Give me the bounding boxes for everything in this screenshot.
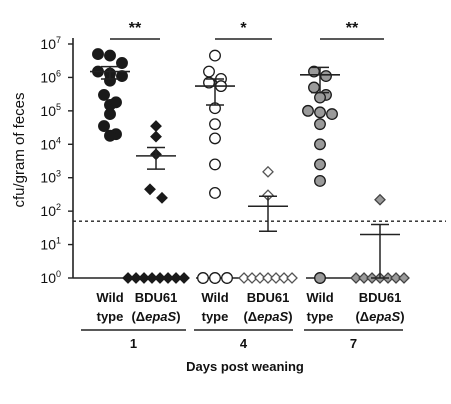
data-point-diamond: [278, 272, 290, 284]
data-point-diamond: [150, 130, 162, 143]
data-point-diamond: [170, 272, 182, 284]
data-point-circle: [314, 158, 326, 171]
data-point-diamond: [398, 272, 410, 284]
data-point-circle: [104, 49, 116, 62]
strain-label-line1: BDU61: [359, 290, 402, 305]
strain-label-line2: (ΔepaS): [243, 309, 292, 324]
data-point-circle: [326, 108, 338, 121]
y-tick-label: 104: [40, 135, 61, 152]
data-point-circle: [209, 118, 221, 131]
data-point-circle: [209, 272, 221, 284]
data-point-diamond: [156, 191, 168, 204]
strain-label-line2: (ΔepaS): [131, 309, 180, 324]
data-marks: ** * **: [90, 20, 410, 284]
data-point-circle: [308, 81, 320, 94]
data-point-diamond: [262, 272, 274, 284]
data-point-circle: [314, 106, 326, 119]
data-point-circle: [104, 129, 116, 142]
data-point-diamond: [350, 272, 362, 284]
day-label: 1: [130, 336, 137, 351]
data-point-circle: [209, 132, 221, 145]
data-point-circle: [98, 120, 110, 133]
data-point-diamond: [150, 120, 162, 133]
significance-label: *: [240, 20, 247, 37]
data-point-diamond: [374, 193, 386, 206]
data-point-circle: [314, 91, 326, 104]
strain-label-line1: Wild: [201, 290, 228, 305]
data-point-diamond: [144, 183, 156, 196]
y-tick-label: 106: [40, 68, 61, 85]
data-point-diamond: [130, 272, 142, 284]
data-point-circle: [314, 118, 326, 131]
data-point-circle: [203, 65, 215, 78]
data-point-circle: [209, 49, 221, 62]
data-point-diamond: [154, 272, 166, 284]
y-tick-label: 100: [40, 269, 61, 286]
strain-label-line2: (ΔepaS): [355, 309, 404, 324]
data-point-diamond: [138, 272, 150, 284]
x-axis-label: Days post weaning: [186, 359, 304, 374]
data-point-circle: [116, 57, 128, 69]
data-point-diamond: [358, 272, 370, 284]
data-point-diamond: [146, 272, 158, 284]
data-point-diamond: [390, 272, 402, 284]
category-labels: Wild type BDU61 (ΔepaS) 1 Wild type BDU61 (ΔepaS…: [81, 290, 405, 351]
data-point-circle: [92, 48, 104, 61]
significance-label: **: [346, 20, 359, 37]
data-point-circle: [209, 158, 221, 171]
data-point-circle: [314, 272, 326, 284]
data-point-diamond: [238, 272, 250, 284]
y-tick-label: 105: [40, 102, 61, 119]
data-point-diamond: [162, 272, 174, 284]
strain-label-line2: type: [202, 309, 229, 324]
y-axis-label: cfu/gram of feces: [11, 92, 28, 207]
data-point-diamond: [178, 272, 190, 284]
data-point-diamond: [270, 272, 282, 284]
data-point-circle: [98, 88, 110, 101]
data-point-diamond: [122, 272, 134, 284]
axes: 100 101 102 103 104 105 106 107: [40, 35, 446, 286]
y-tick-label: 107: [40, 35, 61, 52]
data-point-circle: [197, 272, 209, 284]
strain-label-line1: Wild: [306, 290, 333, 305]
data-point-circle: [209, 187, 221, 199]
strain-label-line1: Wild: [96, 290, 123, 305]
data-point-circle: [320, 70, 332, 82]
day-label: 4: [240, 336, 248, 351]
y-tick-label: 101: [40, 236, 61, 253]
data-point-circle: [314, 138, 326, 151]
strain-label-line2: type: [97, 309, 124, 324]
y-tick-label: 102: [40, 202, 61, 219]
data-point-diamond: [262, 165, 274, 178]
strain-label-line2: type: [307, 309, 334, 324]
strain-label-line1: BDU61: [247, 290, 290, 305]
data-point-circle: [104, 108, 116, 121]
day-label: 7: [350, 336, 357, 351]
y-tick-label: 103: [40, 169, 61, 186]
data-point-diamond: [246, 272, 258, 284]
data-point-diamond: [254, 272, 266, 284]
strain-label-line1: BDU61: [135, 290, 178, 305]
data-point-circle: [314, 175, 326, 187]
data-point-diamond: [286, 272, 298, 284]
data-point-circle: [110, 96, 122, 109]
data-point-circle: [302, 104, 314, 117]
significance-label: **: [129, 20, 142, 37]
data-point-circle: [221, 272, 233, 284]
